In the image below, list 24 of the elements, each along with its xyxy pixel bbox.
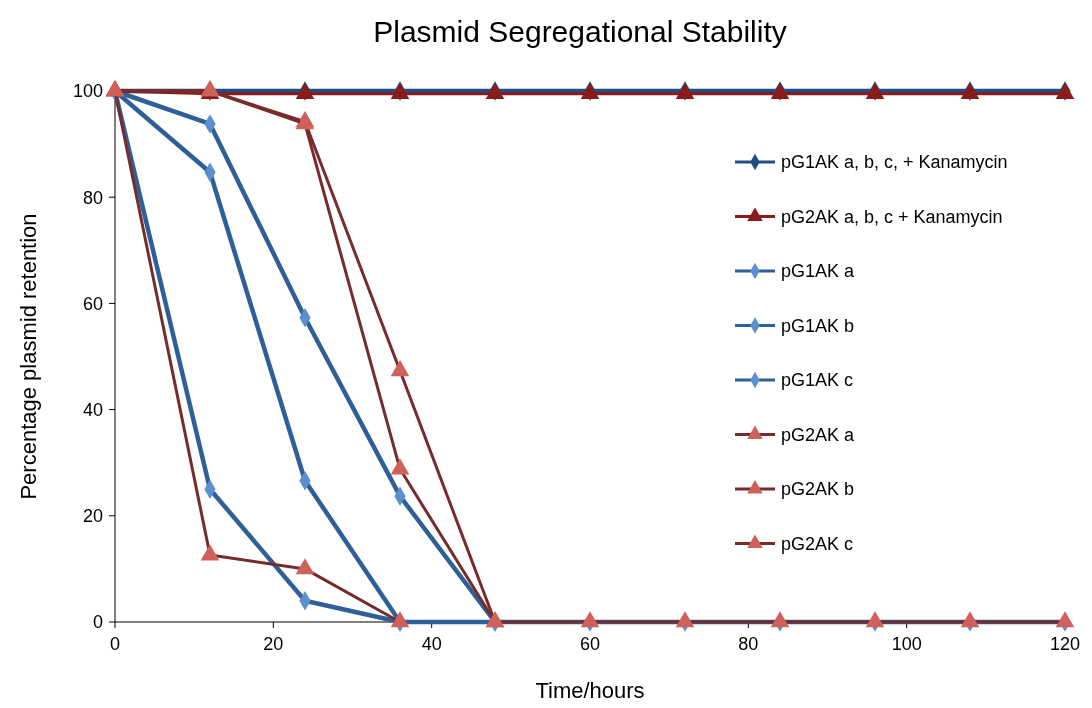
x-tick-label: 60	[579, 634, 601, 654]
x-axis-title: Time/hours	[535, 678, 645, 703]
y-tick-label: 100	[72, 81, 103, 102]
legend-label: pG1AK a, b, c, + Kanamycin	[781, 152, 1008, 173]
x-tick-label: 0	[109, 634, 121, 654]
x-tick-label: 40	[421, 634, 442, 654]
legend-label: pG1AK a	[781, 261, 856, 282]
legend-label: pG1AK c	[781, 370, 854, 391]
legend-label: pG2AK a	[781, 424, 856, 445]
x-tick-label: 120	[1049, 634, 1081, 654]
y-tick-label: 60	[82, 293, 103, 314]
legend-label: pG2AK a, b, c + Kanamycin	[781, 206, 1003, 227]
x-tick-label: 80	[738, 634, 759, 654]
x-tick-label: 20	[263, 634, 284, 654]
y-tick-label: 20	[82, 506, 103, 527]
y-tick-label: 40	[82, 399, 103, 420]
legend-label: pG1AK b	[781, 315, 855, 336]
chart-title: Plasmid Segregational Stability	[373, 15, 787, 48]
x-tick-label: 100	[891, 634, 922, 654]
legend-label: pG2AK c	[781, 533, 854, 554]
y-tick-label: 0	[92, 612, 103, 633]
legend-label: pG2AK b	[781, 479, 855, 500]
y-axis-title: Percentage plasmid retention	[16, 213, 41, 500]
y-tick-label: 80	[82, 187, 103, 208]
